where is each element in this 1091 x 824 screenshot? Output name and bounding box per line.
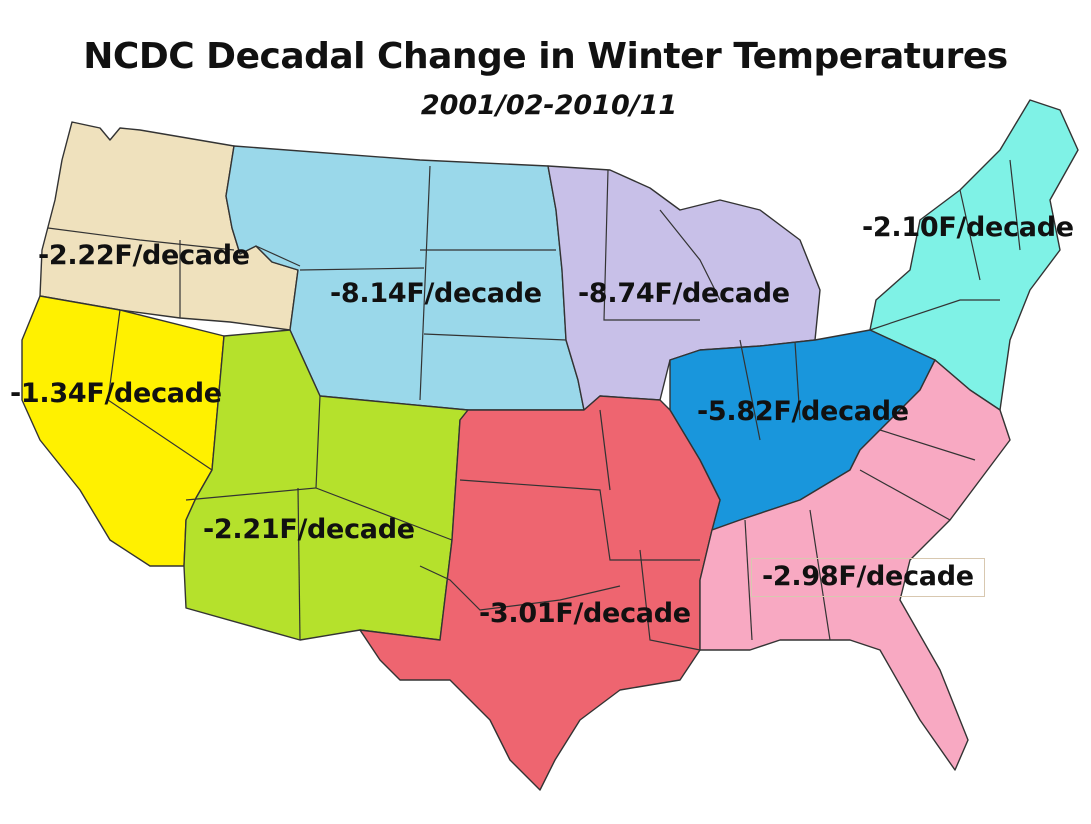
label-northeast: -2.10F/decade bbox=[862, 212, 1074, 243]
region-southeast bbox=[699, 359, 1011, 771]
label-ohio-valley: -5.82F/decade bbox=[697, 396, 909, 427]
map-subtitle: 2001/02-2010/11 bbox=[420, 90, 678, 121]
label-southeast: -2.98F/decade bbox=[751, 558, 985, 597]
label-northern-rockies: -8.14F/decade bbox=[330, 278, 542, 309]
map-title: NCDC Decadal Change in Winter Temperatur… bbox=[83, 36, 1008, 77]
label-upper-midwest: -8.74F/decade bbox=[578, 278, 790, 309]
label-west: -1.34F/decade bbox=[10, 378, 222, 409]
label-south: -3.01F/decade bbox=[479, 598, 691, 629]
label-southwest: -2.21F/decade bbox=[203, 514, 415, 545]
label-northwest: -2.22F/decade bbox=[38, 240, 250, 271]
region-south bbox=[359, 395, 721, 791]
state-boundaries bbox=[47, 159, 1021, 651]
